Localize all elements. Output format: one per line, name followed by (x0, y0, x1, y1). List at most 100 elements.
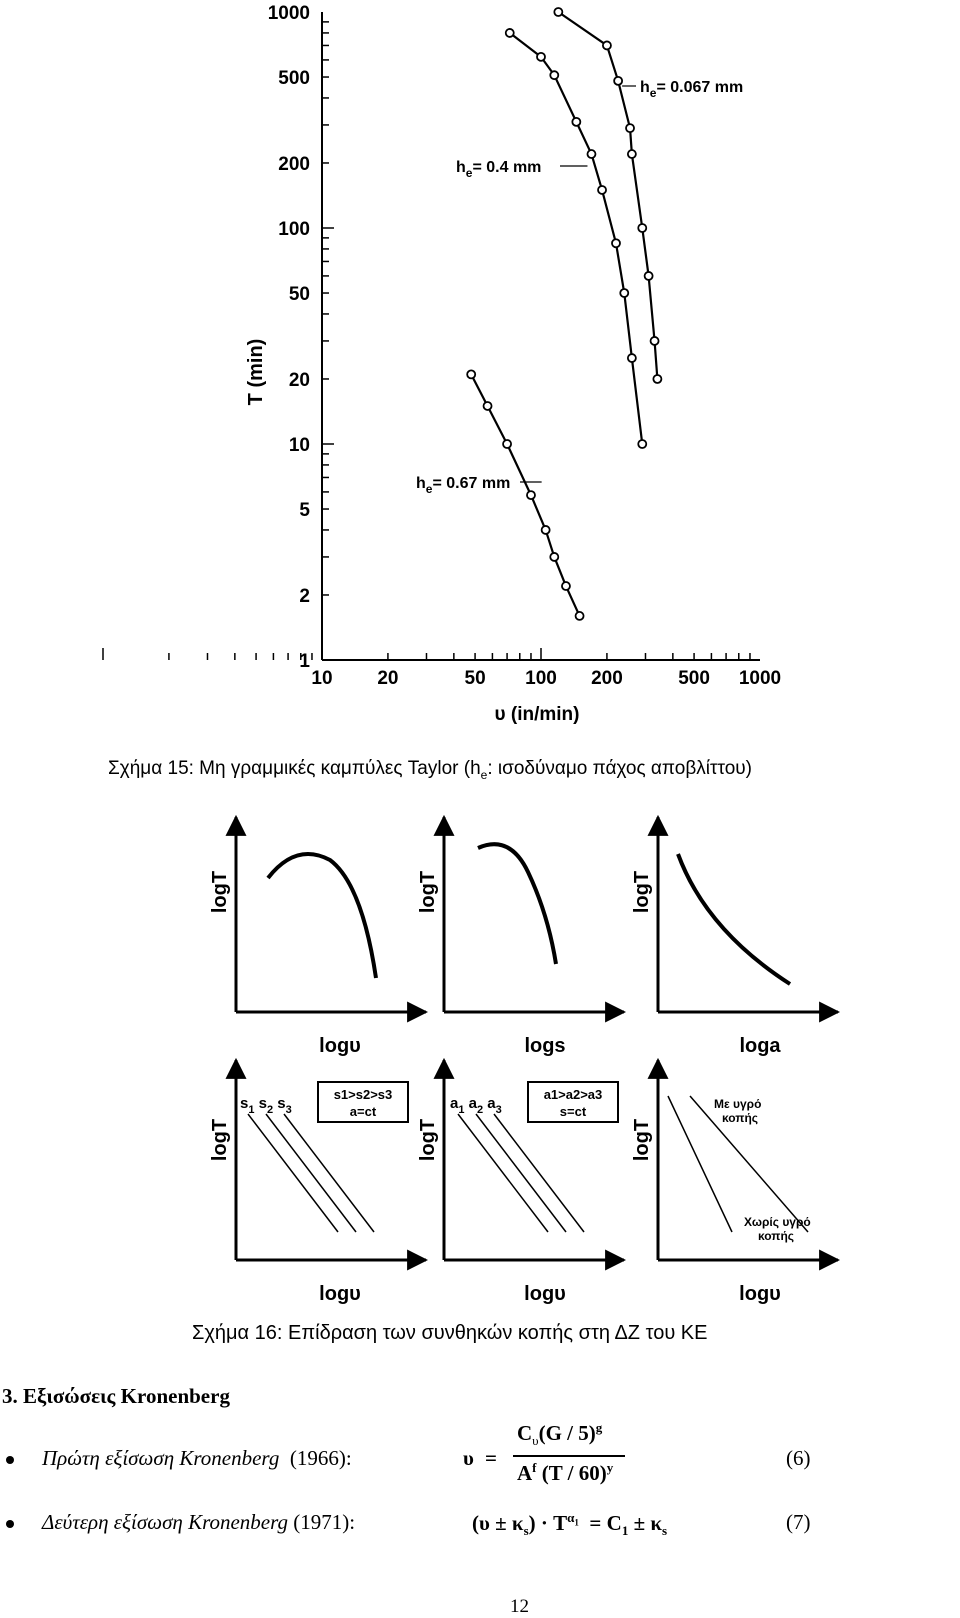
panel-y-label: logT (209, 1119, 231, 1161)
data-point (626, 353, 637, 363)
equation-2-year: (1971): (293, 1510, 356, 1534)
data-point (619, 288, 630, 298)
y-tick-label: 100 (278, 219, 310, 240)
equation-1-number: (6) (786, 1446, 811, 1470)
taylor-curves-chart: 10 20 50 100 200 500 1000 1 2 5 10 20 50 100 200 500 100… (102, 3, 781, 725)
panel-y-label: logT (417, 871, 439, 913)
formula-lhs: υ (463, 1446, 474, 1470)
x-tick-label: 100 (525, 668, 557, 689)
equation-row-1: Πρώτη εξίσωση Kronenberg (1966): (0, 1436, 960, 1496)
panel-line-dry (667, 1095, 733, 1233)
series-line-2 (509, 32, 644, 445)
caption-tail: : ισοδύναμο πάχος αποβλίττου) (487, 758, 753, 779)
formula-denominator: Af (T / 60)y (517, 1460, 614, 1485)
equation-2-name: Δεύτερη εξίσωση Kronenberg (42, 1510, 289, 1534)
y-axis-label: T (min) (245, 339, 267, 406)
data-point (652, 374, 663, 384)
panel-3: logT loga (631, 814, 841, 1057)
data-point (504, 28, 515, 38)
panel-curve (477, 842, 558, 965)
panel-curve (266, 852, 378, 979)
data-point (649, 336, 660, 346)
formula-equals: = (485, 1446, 497, 1470)
y-tick-label: 500 (278, 68, 310, 89)
y-tick-label: 1 (299, 651, 310, 672)
panel-condition-box (317, 1081, 409, 1123)
y-tick-label: 1000 (268, 3, 310, 24)
panel-x-label: logυ (319, 1283, 361, 1305)
data-point (561, 581, 571, 591)
chart-series: he= 0.067 mm he= 0.4 mm he= 0.67 mm (416, 7, 743, 621)
data-point (637, 223, 648, 233)
data-point (625, 123, 635, 134)
panel-box-line-2: s=ct (560, 1104, 587, 1119)
panel-line-labels: a1 a2 a3 (450, 1095, 502, 1116)
x-tick-label: 50 (465, 668, 486, 689)
fraction-bar (513, 1455, 625, 1457)
panel-1: logT logυ (209, 814, 429, 1057)
panel-line-1 (457, 1113, 549, 1233)
bullet-icon (6, 1520, 14, 1528)
data-point (597, 185, 607, 195)
equation-2-label: Δεύτερη εξίσωση Kronenberg (1971): (42, 1510, 355, 1535)
panel-box-line-1: s1>s2>s3 (334, 1087, 393, 1102)
data-point (540, 525, 551, 535)
data-point (571, 116, 582, 127)
chart-ticks: 10 20 50 100 200 500 1000 1 2 5 10 20 50 100 200 500 100… (102, 3, 781, 689)
data-point (574, 611, 585, 621)
panel-note-top-1: Με υγρό (714, 1097, 761, 1111)
caption-main: Σχήμα 15: Μη γραμμικές καμπύλες Taylor (… (108, 758, 481, 779)
data-point (553, 7, 564, 17)
y-tick-label: 10 (289, 435, 310, 456)
panel-note-top-2: κοπής (722, 1111, 758, 1125)
panel-line-3 (493, 1113, 585, 1233)
panel-2: logT logs (417, 814, 627, 1057)
panel-box-line-2: a=ct (350, 1104, 377, 1119)
series-label-1: he= 0.067 mm (640, 79, 743, 100)
panel-4: logT logυ s1 s2 s3 s1>s2>s3 a=ct (209, 1057, 429, 1305)
panel-line-3 (283, 1113, 375, 1233)
panel-y-label: logT (631, 871, 653, 913)
equation-row-2: Δεύτερη εξίσωση Kronenberg (1971): (0, 1500, 960, 1540)
series-label-2: he= 0.4 mm (456, 159, 541, 180)
panel-y-label: logT (631, 1119, 653, 1161)
data-point (611, 238, 621, 249)
y-tick-label: 2 (299, 586, 310, 607)
bullet-icon (6, 1456, 14, 1464)
series-line-3 (470, 373, 581, 617)
equation-1-formula: υ = Cυ(G / 5)g Af (T / 60)y (463, 1418, 643, 1498)
panel-x-label: logυ (319, 1035, 361, 1057)
data-point (536, 51, 546, 62)
x-tick-label: 1000 (739, 668, 781, 689)
y-tick-label: 200 (278, 154, 310, 175)
panel-5: logT logυ a1 a2 a3 a1>a2>a3 s=ct (417, 1057, 627, 1305)
data-point (466, 369, 477, 380)
equation-2-formula: (υ ± κs) · Tα1 = C1 ± κs (472, 1510, 668, 1539)
panel-x-label: logυ (524, 1283, 566, 1305)
data-point (613, 75, 624, 86)
x-tick-label: 10 (311, 668, 332, 689)
cutting-conditions-figure: logT logυ logT logs logT loga logT logυ s1 s2 s3… (209, 814, 841, 1305)
y-tick-label: 50 (289, 284, 310, 305)
panel-curve (676, 853, 792, 986)
panel-note-bottom-1: Χωρίς υγρό (744, 1215, 811, 1229)
data-point (643, 271, 654, 281)
x-tick-label: 500 (678, 668, 710, 689)
data-point (637, 439, 648, 449)
panel-y-label: logT (417, 1119, 439, 1161)
data-point (502, 439, 512, 449)
y-tick-label: 20 (289, 370, 310, 391)
panel-x-label: loga (739, 1035, 781, 1057)
panel-note-bottom-2: κοπής (758, 1229, 794, 1243)
panel-line-wet (689, 1095, 809, 1233)
panel-line-2 (475, 1113, 567, 1233)
panel-line-1 (247, 1113, 339, 1233)
data-point (626, 149, 637, 159)
x-tick-label: 20 (377, 668, 398, 689)
page-number: 12 (510, 1596, 529, 1617)
data-point (549, 70, 560, 81)
panel-x-label: logυ (739, 1283, 781, 1305)
panel-line-labels: s1 s2 s3 (240, 1095, 292, 1116)
equation-1-year: (1966): (289, 1446, 352, 1470)
